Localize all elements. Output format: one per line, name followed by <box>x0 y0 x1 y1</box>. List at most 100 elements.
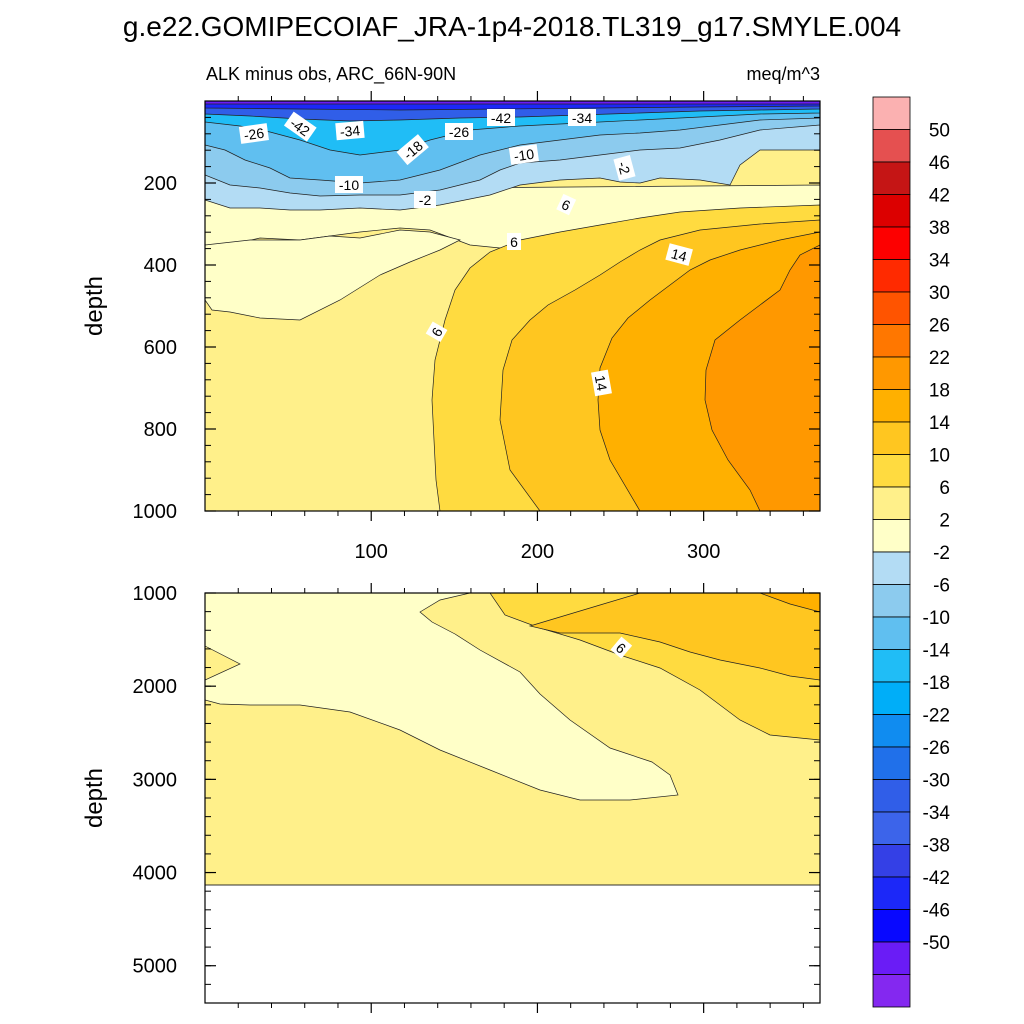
upper-y-axis: 200 400 600 800 1000 <box>133 100 820 523</box>
band-18-to-22 <box>704 244 820 511</box>
y-tick-label: 1000 <box>133 501 178 523</box>
colorbar-label: -34 <box>923 803 951 824</box>
contour-label: -2 <box>613 155 636 181</box>
colorbar-box <box>872 259 911 293</box>
y-tick-label: 400 <box>144 255 177 277</box>
band-m2-to-2 <box>205 593 679 801</box>
contour-label: 6 <box>425 321 448 343</box>
colorbar-box <box>872 649 911 683</box>
colorbar-label: 46 <box>929 153 950 174</box>
contour-label: -2 <box>414 191 436 208</box>
colorbar-label: 42 <box>929 186 950 207</box>
x-tick-label: 200 <box>521 541 554 563</box>
colorbar-box <box>872 811 911 845</box>
colorbar-label: 10 <box>929 446 950 467</box>
colorbar-box <box>872 681 911 715</box>
colorbar-box <box>872 779 911 813</box>
upper-panel: ALK minus obs, ARC_66N-90N meq/m^3 <box>81 64 821 563</box>
colorbar-label: -2 <box>933 543 950 564</box>
colorbar-label: 2 <box>939 511 950 532</box>
contour-label-text: -26 <box>449 124 469 140</box>
colorbar-box <box>872 129 911 163</box>
contour-label-text: 14 <box>592 374 610 392</box>
colorbar-box <box>872 519 911 553</box>
colorbar-box <box>872 226 911 260</box>
colorbar-box <box>872 96 911 130</box>
colorbar-box <box>872 389 911 423</box>
colorbar-label: 34 <box>929 251 951 272</box>
upper-contour-labels: -26 -42 -34 -18 -26 -42 -34 -10 -10 -2 -… <box>238 109 693 397</box>
colorbar-label: 26 <box>929 316 950 337</box>
lower-contour-labels: 6 <box>610 636 633 659</box>
contour-label: 6 <box>610 636 633 659</box>
upper-x-axis: 100 200 300 <box>237 91 804 563</box>
x-tick-label: 100 <box>355 541 388 563</box>
contour-label: 6 <box>556 193 577 216</box>
y-tick-label: 3000 <box>133 769 178 791</box>
lower-contour-field <box>205 593 820 1003</box>
contour-label-text: 6 <box>510 234 518 250</box>
y-tick-label: 5000 <box>133 956 178 978</box>
band-14-to-18 <box>759 593 820 613</box>
colorbar-box <box>872 974 911 1008</box>
contour-label: 14 <box>665 243 693 266</box>
contour-label: -34 <box>568 109 596 126</box>
colorbar-box <box>872 746 911 780</box>
colorbar-label: -46 <box>923 901 950 922</box>
contour-label: 14 <box>591 369 612 397</box>
colorbar-box <box>872 356 911 390</box>
contour-label: 6 <box>507 233 521 250</box>
contour-label-text: -34 <box>572 110 592 126</box>
upper-plot-frame <box>204 100 821 512</box>
contour-label-text: -26 <box>243 125 265 144</box>
band-10-to-14 <box>528 593 820 681</box>
lower-y-axis: 1000 2000 3000 4000 5000 <box>133 583 820 1004</box>
y-tick-label: 800 <box>144 419 177 441</box>
contour-label-text: -42 <box>491 110 511 126</box>
colorbar-box <box>872 291 911 325</box>
colorbar: 50 46 42 38 34 30 26 22 18 14 10 6 2 -2 -6 -10 -14 -18 -22… <box>872 96 951 1008</box>
contour-label-text: -2 <box>419 192 432 208</box>
y-tick-label: 1000 <box>133 583 178 605</box>
contour-label-text: -10 <box>339 177 359 193</box>
band-m2-to-2-lens <box>205 229 461 321</box>
colorbar-label: -22 <box>923 706 950 727</box>
contour-label-text: -10 <box>513 146 535 165</box>
colorbar-box <box>872 194 911 228</box>
colorbar-label: 18 <box>929 381 950 402</box>
colorbar-box <box>872 454 911 488</box>
colorbar-label: -6 <box>933 576 950 597</box>
contour-label: -26 <box>445 123 473 140</box>
y-tick-label: 2000 <box>133 676 178 698</box>
colorbar-box <box>872 551 911 585</box>
lower-y-axis-title: depth <box>81 768 108 828</box>
colorbar-box <box>872 324 911 358</box>
contour-label: -10 <box>335 176 363 193</box>
contour-label-text: -34 <box>339 122 361 140</box>
colorbar-label: 14 <box>929 413 951 434</box>
colorbar-label: -50 <box>923 933 950 954</box>
contour-label-text: 14 <box>669 245 688 265</box>
colorbar-box <box>872 421 911 455</box>
upper-y-axis-title: depth <box>81 276 108 336</box>
colorbar-box <box>872 714 911 748</box>
colorbar-label: -30 <box>923 771 950 792</box>
contour-label-text: -2 <box>615 160 634 176</box>
colorbar-label: -42 <box>923 868 950 889</box>
colorbar-box <box>872 616 911 650</box>
colorbar-box <box>872 941 911 975</box>
colorbar-box <box>872 486 911 520</box>
y-tick-label: 4000 <box>133 863 178 885</box>
colorbar-label: -14 <box>923 641 951 662</box>
colorbar-box <box>872 584 911 618</box>
y-tick-label: 600 <box>144 337 177 359</box>
y-tick-label: 200 <box>144 173 177 195</box>
contour-label: -34 <box>335 120 365 141</box>
colorbar-label: 6 <box>939 478 950 499</box>
figure-title: g.e22.GOMIPECOIAF_JRA-1p4-2018.TL319_g17… <box>123 11 901 42</box>
upper-left-string: ALK minus obs, ARC_66N-90N <box>206 64 456 85</box>
colorbar-box <box>872 161 911 195</box>
contour-label: -26 <box>238 123 269 144</box>
colorbar-label: 30 <box>929 283 950 304</box>
